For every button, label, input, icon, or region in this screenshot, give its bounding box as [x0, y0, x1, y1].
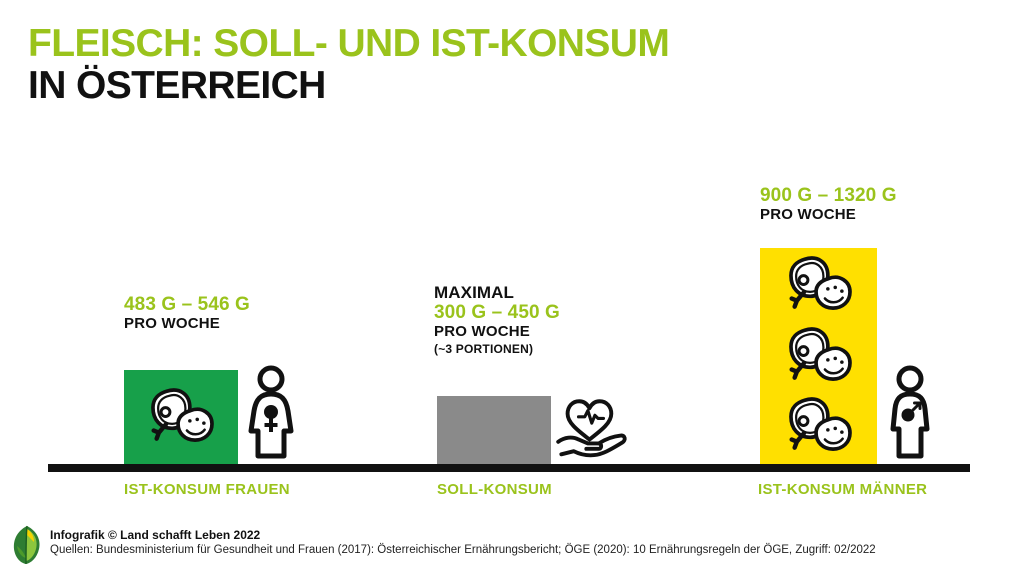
title-line-2: IN ÖSTERREICH	[28, 63, 326, 107]
bar-ist-konsum-maenner	[760, 248, 877, 464]
meat-icon	[782, 323, 856, 390]
category-label-ist-konsum-maenner: IST-KONSUM MÄNNER	[758, 481, 928, 498]
category-label-ist-konsum-frauen: IST-KONSUM FRAUEN	[124, 481, 290, 498]
footer-text: Infografik © Land schafft Leben 2022 Que…	[50, 524, 876, 559]
bar-ist-konsum-frauen	[124, 370, 238, 464]
note-label-target: (~3 PORTIONEN)	[434, 342, 534, 357]
chart-baseline-axis	[48, 464, 970, 472]
chart-column-ist-konsum-maenner: 900 G – 1320 G PRO WOCHE	[746, 0, 986, 576]
footer-credit: Infografik © Land schafft Leben 2022	[50, 528, 261, 542]
chart-column-ist-konsum-frauen: 483 G – 546 G PRO WOCHE	[110, 0, 340, 576]
value-label-target: 300 G – 450 G	[434, 302, 560, 324]
unit-label-women: PRO WOCHE	[124, 315, 220, 333]
footer: Infografik © Land schafft Leben 2022 Que…	[12, 524, 876, 566]
male-person-icon	[887, 365, 933, 464]
value-label-men: 900 G – 1320 G	[760, 185, 897, 206]
value-caption-women: 483 G – 546 G PRO WOCHE	[124, 294, 250, 333]
page-title: FLEISCH: SOLL- UND IST-KONSUM IN ÖSTERRE…	[28, 22, 670, 107]
value-caption-target: MAXIMAL 300 G – 450 G PRO WOCHE (~3 PORT…	[434, 283, 560, 357]
bar-icon-group-men	[760, 248, 877, 464]
bar-soll-konsum	[437, 396, 551, 464]
unit-label-target: PRO WOCHE	[434, 323, 530, 341]
unit-label-men: PRO WOCHE	[760, 206, 856, 224]
footer-sources: Quellen: Bundesministerium für Gesundhei…	[50, 544, 876, 557]
value-label-women: 483 G – 546 G	[124, 294, 250, 315]
hand-holding-heart-icon	[555, 395, 627, 464]
title-line-1: FLEISCH: SOLL- UND IST-KONSUM	[28, 22, 670, 65]
chart-column-soll-konsum: MAXIMAL 300 G – 450 G PRO WOCHE (~3 PORT…	[424, 0, 654, 576]
leaf-logo-icon	[12, 524, 42, 566]
value-caption-men: 900 G – 1320 G PRO WOCHE	[760, 185, 897, 224]
category-label-soll-konsum: SOLL-KONSUM	[437, 481, 552, 498]
female-person-icon	[248, 365, 294, 464]
meat-icon	[782, 393, 856, 460]
prefix-label-target: MAXIMAL	[434, 283, 515, 302]
bar-icon-group-women	[124, 370, 238, 464]
meat-icon	[144, 384, 218, 451]
meat-icon	[782, 252, 856, 319]
